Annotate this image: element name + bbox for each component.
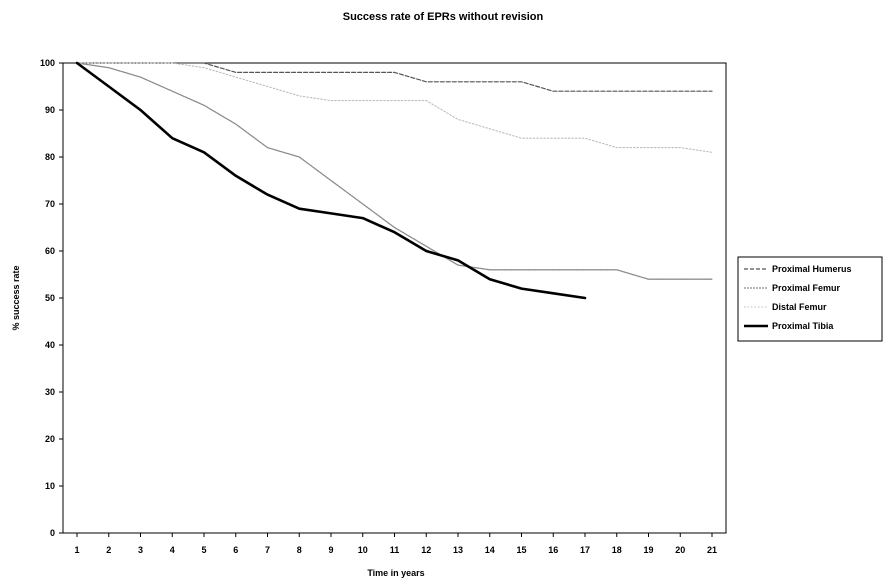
x-tick-label: 12 (421, 545, 431, 555)
x-tick-label: 11 (390, 545, 400, 555)
y-tick-label: 10 (45, 481, 55, 491)
x-tick-label: 10 (358, 545, 368, 555)
y-tick-label: 60 (45, 246, 55, 256)
y-tick-label: 100 (40, 58, 55, 68)
series-line-proximal-tibia (75, 61, 587, 300)
x-axis-label: Time in years (367, 568, 424, 578)
x-tick-label: 6 (233, 545, 238, 555)
series-line-proximal-humerus (76, 62, 713, 92)
y-axis-label: % success rate (11, 265, 21, 330)
y-tick-label: 0 (50, 528, 55, 538)
x-tick-label: 18 (612, 545, 622, 555)
x-tick-label: 17 (580, 545, 590, 555)
x-tick-label: 1 (74, 545, 79, 555)
y-tick-label: 20 (45, 434, 55, 444)
series-line-distal-femur (76, 62, 713, 153)
y-tick-label: 90 (45, 105, 55, 115)
x-tick-label: 13 (453, 545, 463, 555)
series-line-proximal-femur (76, 62, 713, 280)
x-tick-label: 21 (707, 545, 717, 555)
x-tick-label: 9 (328, 545, 333, 555)
y-tick-label: 50 (45, 293, 55, 303)
legend-label-proximal-tibia: Proximal Tibia (772, 321, 834, 331)
y-tick-label: 30 (45, 387, 55, 397)
y-axis: 0 10 20 30 40 50 60 70 80 90 100 (40, 58, 63, 538)
legend-label-proximal-femur: Proximal Femur (772, 283, 841, 293)
legend-label-distal-femur: Distal Femur (772, 302, 827, 312)
x-tick-label: 3 (138, 545, 143, 555)
y-tick-label: 40 (45, 340, 55, 350)
y-tick-label: 70 (45, 199, 55, 209)
x-tick-label: 16 (548, 545, 558, 555)
x-tick-label: 8 (297, 545, 302, 555)
x-axis: 1 2 3 4 5 6 7 8 9 10 11 12 13 14 15 16 17 18 19 20 21 (74, 533, 717, 555)
y-tick-label: 80 (45, 152, 55, 162)
x-tick-label: 4 (170, 545, 175, 555)
x-tick-label: 5 (201, 545, 206, 555)
series-layer (75, 61, 713, 300)
x-tick-label: 7 (265, 545, 270, 555)
x-tick-label: 15 (516, 545, 526, 555)
chart-title: Success rate of EPRs without revision (343, 11, 544, 23)
legend-label-proximal-humerus: Proximal Humerus (772, 264, 852, 274)
plot-area (62, 62, 727, 534)
x-tick-label: 19 (643, 545, 653, 555)
x-tick-label: 2 (106, 545, 111, 555)
x-tick-label: 14 (485, 545, 495, 555)
legend: Proximal Humerus Proximal Femur Distal Fem… (737, 256, 883, 342)
legend-items: Proximal Humerus Proximal Femur Distal Fem… (744, 264, 852, 331)
x-tick-label: 20 (675, 545, 685, 555)
